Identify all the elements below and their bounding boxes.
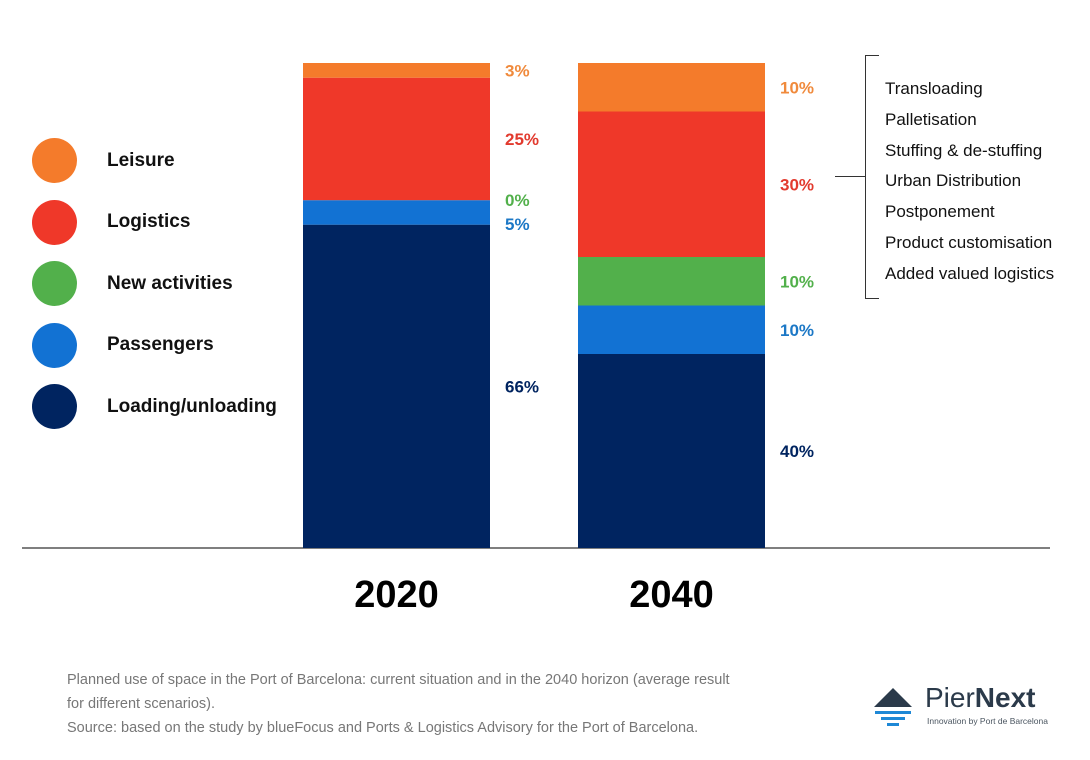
bar-logistics-2020 [303, 77, 490, 201]
logo-wordmark-pier: Pier [925, 682, 975, 713]
legend-swatch-loading-unloading [32, 384, 77, 430]
logistics-activity-item: Product customisation [885, 232, 1053, 252]
logistics-activity-item: Transloading [885, 79, 983, 98]
data-label-leisure-2040: 10% [780, 78, 814, 97]
legend-label-logistics: Logistics [107, 211, 191, 233]
logistics-activity-item: Palletisation [885, 109, 977, 129]
legend-item-leisure: Leisure [32, 130, 277, 192]
legend-label-leisure: Leisure [107, 149, 175, 171]
data-label-loading-unloading-2020: 66% [505, 377, 539, 396]
caption-source: Source: based on the study by blueFocus … [67, 720, 699, 736]
bar-loading-unloading-2020 [303, 224, 490, 548]
data-label-logistics-2040: 30% [780, 175, 814, 194]
bar-passengers-2040 [578, 305, 765, 354]
logistics-activity-item: Urban Distribution [885, 171, 1022, 191]
legend: Leisure Logistics New activities Passeng… [32, 130, 277, 438]
legend-item-logistics: Logistics [32, 192, 277, 254]
logistics-bracket [865, 55, 879, 299]
data-label-passengers-2020: 5% [505, 215, 530, 234]
legend-swatch-passengers [32, 322, 77, 368]
logistics-breakdown-list: Transloading Palletisation Stuffing & de… [885, 76, 1054, 292]
legend-item-new-activities: New activities [32, 253, 277, 315]
bar-leisure-2020 [303, 63, 490, 78]
piernext-logo: PierNext Innovation by Port de Barcelona [872, 682, 1062, 734]
data-label-new-activities-2040: 10% [780, 272, 814, 291]
bar-loading-unloading-2040 [578, 354, 765, 548]
bar-new-activities-2040 [578, 257, 765, 306]
legend-item-loading-unloading: Loading/unloading [32, 376, 277, 438]
data-label-leisure-2020: 3% [505, 61, 530, 80]
data-label-loading-unloading-2040: 40% [780, 442, 814, 461]
bar-leisure-2040 [578, 63, 765, 112]
legend-label-new-activities: New activities [107, 272, 233, 294]
bracket-connector [835, 176, 865, 177]
bar-logistics-2040 [578, 111, 765, 257]
logistics-activity-item: Added valued logistics [885, 263, 1055, 283]
logistics-activity-item: Postponement [885, 202, 995, 222]
pier-wave-icon [874, 688, 912, 726]
legend-swatch-new-activities [32, 261, 77, 307]
legend-label-loading-unloading: Loading/unloading [107, 395, 277, 417]
data-label-new-activities-2020: 0% [505, 191, 530, 210]
legend-label-passengers: Passengers [107, 334, 214, 356]
caption-description: Planned use of space in the Port of Barc… [67, 672, 730, 712]
logo-tagline: Innovation by Port de Barcelona [927, 716, 1048, 726]
logo-wordmark: PierNext [925, 682, 1036, 714]
legend-swatch-logistics [32, 199, 77, 245]
bar-passengers-2020 [303, 200, 490, 225]
logistics-activity-item: Stuffing & de-stuffing [885, 140, 1043, 160]
x-tick-label-2020: 2020 [354, 574, 439, 616]
chart-caption: Planned use of space in the Port of Barc… [67, 668, 747, 740]
logo-wordmark-next: Next [974, 682, 1036, 713]
legend-item-passengers: Passengers [32, 315, 277, 377]
data-label-passengers-2040: 10% [780, 321, 814, 340]
x-tick-label-2040: 2040 [629, 574, 714, 616]
data-label-logistics-2020: 25% [505, 130, 539, 149]
legend-swatch-leisure [32, 138, 77, 184]
